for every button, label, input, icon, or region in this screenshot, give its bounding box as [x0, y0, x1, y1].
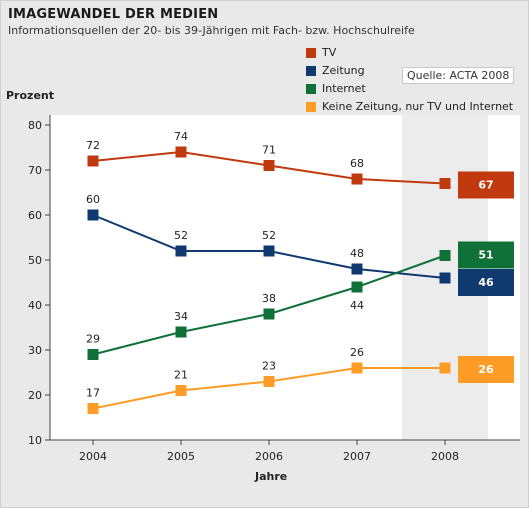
chart-title: IMAGEWANDEL DER MEDIEN — [8, 7, 219, 22]
x-tick-label-2006: 2006 — [255, 450, 283, 463]
legend-item-tv: TV — [306, 44, 513, 62]
data-label-tv-2006: 71 — [262, 144, 276, 157]
y-tick-label-10: 10 — [28, 434, 42, 447]
legend-label-internet: Internet — [322, 82, 366, 95]
legend-swatch-zeitung — [306, 66, 316, 76]
legend-swatch-internet — [306, 84, 316, 94]
y-tick-label-40: 40 — [28, 299, 42, 312]
data-label-keine-zeitung-nur-tv-und-internet-2006: 23 — [262, 360, 276, 373]
data-label-tv-2004: 72 — [86, 139, 100, 152]
point-tv-2005 — [175, 146, 187, 158]
legend-item-zeitung: Zeitung — [306, 62, 513, 80]
point-tv-2006 — [263, 160, 275, 171]
y-tick-label-30: 30 — [28, 344, 42, 357]
point-keine-zeitung-nur-tv-und-internet-2008 — [439, 362, 451, 374]
point-keine-zeitung-nur-tv-und-internet-2006 — [263, 376, 275, 387]
y-tick-label-70: 70 — [28, 164, 42, 177]
end-badge-keine-zeitung-nur-tv-und-internet — [458, 356, 514, 383]
source-label: Quelle: ACTA 2008 — [402, 67, 515, 84]
point-keine-zeitung-nur-tv-und-internet-2007 — [351, 362, 363, 374]
legend: TV Zeitung Internet Keine Zeitung, nur T… — [306, 44, 513, 116]
end-badge-internet — [458, 241, 514, 269]
y-tick-label-80: 80 — [28, 119, 42, 132]
point-internet-2004 — [87, 349, 99, 360]
legend-label-zeitung: Zeitung — [322, 64, 365, 77]
end-badge-label-zeitung: 46 — [478, 276, 494, 289]
chart-subtitle: Informationsquellen der 20- bis 39-Jähri… — [8, 24, 415, 37]
point-zeitung-2006 — [263, 245, 275, 257]
point-internet-2005 — [175, 326, 187, 338]
y-tick-label-60: 60 — [28, 209, 42, 222]
legend-swatch-tv — [306, 48, 316, 58]
legend-swatch-keine-zeitung — [306, 102, 316, 112]
data-label-internet-2005: 34 — [174, 310, 188, 323]
data-label-zeitung-2005: 52 — [174, 229, 188, 242]
x-tick-label-2008: 2008 — [431, 450, 459, 463]
x-tick-label-2005: 2005 — [167, 450, 195, 463]
end-badge-label-keine-zeitung-nur-tv-und-internet: 26 — [478, 363, 494, 376]
data-label-internet-2006: 38 — [262, 292, 276, 305]
point-tv-2008 — [439, 178, 451, 189]
legend-item-internet: Internet — [306, 80, 513, 98]
point-tv-2004 — [87, 155, 99, 167]
data-label-keine-zeitung-nur-tv-und-internet-2005: 21 — [174, 369, 188, 382]
data-label-internet-2004: 29 — [86, 333, 100, 346]
legend-label-tv: TV — [322, 46, 337, 59]
point-internet-2007 — [351, 281, 363, 293]
data-label-tv-2007: 68 — [350, 157, 364, 170]
point-keine-zeitung-nur-tv-und-internet-2004 — [87, 403, 99, 414]
point-internet-2008 — [439, 250, 451, 261]
end-badge-tv — [458, 171, 514, 199]
legend-item-keine-zeitung: Keine Zeitung, nur TV und Internet — [306, 98, 513, 116]
x-tick-label-2004: 2004 — [79, 450, 107, 463]
data-label-internet-2007: 44 — [350, 299, 364, 312]
x-tick-label-2007: 2007 — [343, 450, 371, 463]
y-tick-label-20: 20 — [28, 389, 42, 402]
data-label-keine-zeitung-nur-tv-und-internet-2004: 17 — [86, 387, 100, 400]
data-label-tv-2005: 74 — [174, 130, 188, 143]
x-axis-label: Jahre — [255, 470, 288, 483]
data-label-zeitung-2006: 52 — [262, 229, 276, 242]
data-label-keine-zeitung-nur-tv-und-internet-2007: 26 — [350, 346, 364, 359]
y-tick-label-50: 50 — [28, 254, 42, 267]
point-tv-2007 — [351, 173, 363, 185]
data-label-zeitung-2004: 60 — [86, 193, 100, 206]
point-zeitung-2005 — [175, 245, 187, 257]
point-zeitung-2007 — [351, 263, 363, 275]
point-internet-2006 — [263, 308, 275, 320]
end-badge-label-tv: 67 — [478, 179, 493, 192]
point-keine-zeitung-nur-tv-und-internet-2005 — [175, 385, 187, 396]
y-axis-label: Prozent — [6, 89, 54, 102]
data-label-zeitung-2007: 48 — [350, 247, 364, 260]
point-zeitung-2004 — [87, 209, 99, 221]
end-badge-zeitung — [458, 269, 514, 296]
end-badge-label-internet: 51 — [478, 249, 493, 262]
legend-label-keine-zeitung: Keine Zeitung, nur TV und Internet — [322, 100, 514, 113]
point-zeitung-2008 — [439, 272, 451, 284]
